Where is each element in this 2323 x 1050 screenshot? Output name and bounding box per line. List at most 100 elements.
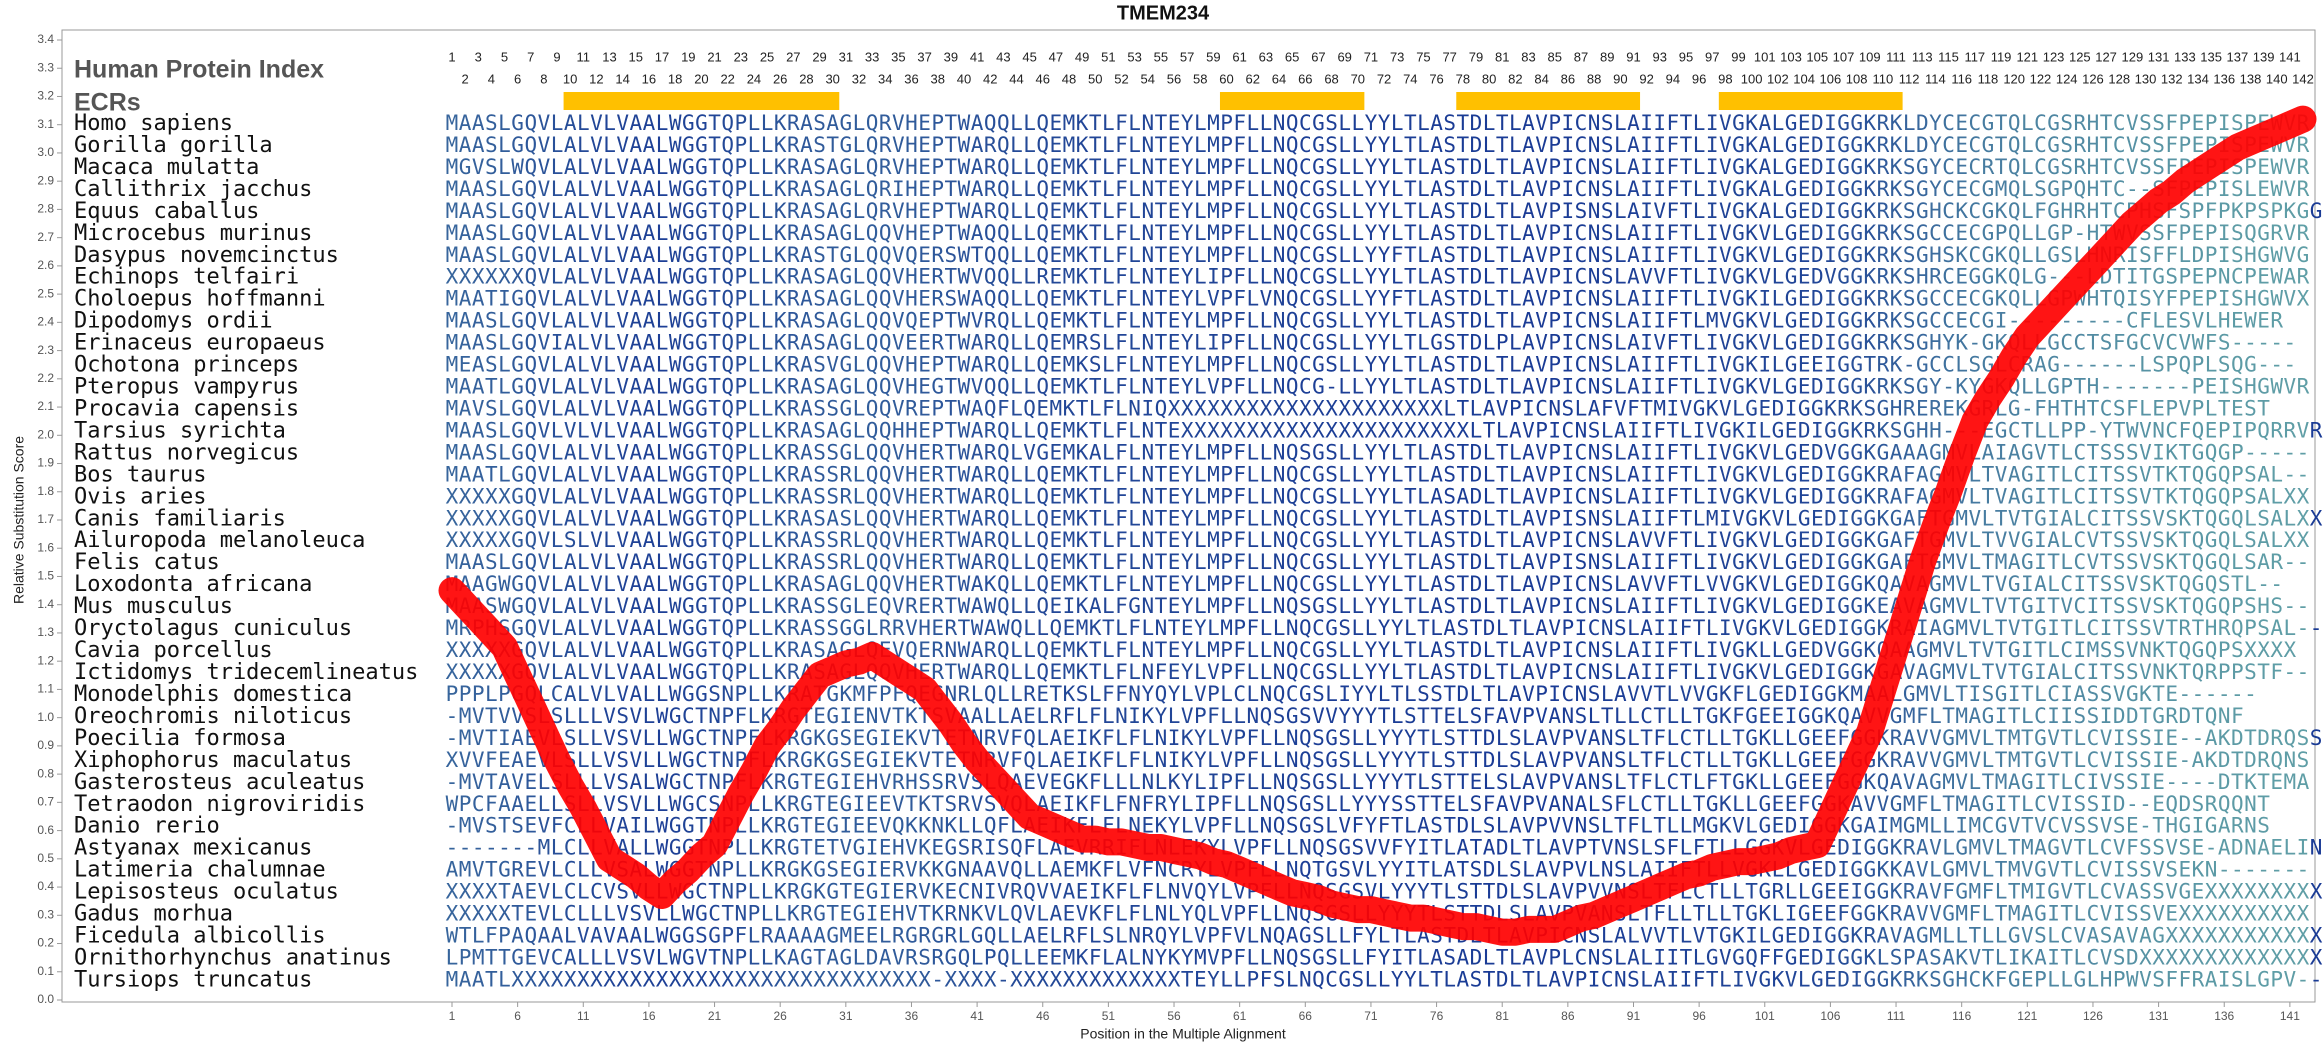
residue: V bbox=[1535, 506, 1548, 530]
residue: L bbox=[1010, 638, 1023, 662]
residue: Q bbox=[866, 309, 879, 333]
residue: R bbox=[984, 331, 997, 355]
residue: E bbox=[1811, 748, 1824, 772]
residue: S bbox=[1325, 177, 1338, 201]
residue: Q bbox=[984, 243, 997, 267]
residue: Q bbox=[997, 287, 1010, 311]
residue: A bbox=[826, 177, 839, 201]
residue: G bbox=[1719, 418, 1732, 442]
residue: G bbox=[1325, 726, 1338, 750]
residue: G bbox=[2205, 550, 2218, 574]
residue: T bbox=[2100, 660, 2113, 684]
residue: V bbox=[2139, 594, 2152, 618]
residue: V bbox=[459, 748, 472, 772]
residue: L bbox=[1102, 375, 1115, 399]
residue: Q bbox=[1286, 177, 1299, 201]
residue: A bbox=[800, 331, 813, 355]
residue: K bbox=[1863, 770, 1876, 794]
residue: A bbox=[472, 243, 485, 267]
residue: G bbox=[1890, 506, 1903, 530]
residue: X bbox=[1351, 396, 1364, 420]
residue: K bbox=[1076, 265, 1089, 289]
position-number: 25 bbox=[760, 49, 774, 64]
residue: L bbox=[853, 309, 866, 333]
residue: K bbox=[1863, 594, 1876, 618]
residue: Q bbox=[1036, 199, 1049, 223]
residue: D bbox=[1470, 660, 1483, 684]
residue: W bbox=[669, 133, 682, 157]
residue: T bbox=[1404, 572, 1417, 596]
residue: I bbox=[1640, 133, 1653, 157]
residue: G bbox=[1732, 177, 1745, 201]
residue: F bbox=[1391, 243, 1404, 267]
position-number: 41 bbox=[970, 49, 984, 64]
y-tick-label: 2.8 bbox=[37, 202, 54, 216]
residue: K bbox=[1850, 396, 1863, 420]
residue: T bbox=[1680, 462, 1693, 486]
residue: L bbox=[551, 528, 564, 552]
residue: Q bbox=[524, 506, 537, 530]
position-number: 101 bbox=[1754, 49, 1776, 64]
residue: V bbox=[1719, 484, 1732, 508]
residue: M bbox=[1063, 265, 1076, 289]
residue: R bbox=[787, 594, 800, 618]
residue: M bbox=[1063, 572, 1076, 596]
residue: I bbox=[1877, 814, 1890, 838]
residue: E bbox=[1772, 682, 1785, 706]
residue: G bbox=[1706, 814, 1719, 838]
residue: C bbox=[1640, 792, 1653, 816]
residue: T bbox=[2165, 572, 2178, 596]
residue: A bbox=[1588, 726, 1601, 750]
residue: S bbox=[2113, 484, 2126, 508]
residue: Q bbox=[721, 550, 734, 574]
residue: W bbox=[511, 155, 524, 179]
residue: M bbox=[459, 704, 472, 728]
residue: Q bbox=[2008, 177, 2021, 201]
residue: G bbox=[1850, 550, 1863, 574]
residue: - bbox=[2297, 616, 2310, 640]
residue: P bbox=[734, 616, 747, 640]
residue: V bbox=[1758, 660, 1771, 684]
residue: R bbox=[2218, 616, 2231, 640]
residue: N bbox=[1155, 616, 1168, 640]
residue: S bbox=[2257, 616, 2270, 640]
residue: L bbox=[1772, 133, 1785, 157]
residue: R bbox=[931, 550, 944, 574]
residue: C bbox=[2034, 111, 2047, 135]
residue: Q bbox=[2165, 792, 2178, 816]
residue: Q bbox=[997, 221, 1010, 245]
residue: V bbox=[905, 616, 918, 640]
residue: R bbox=[1877, 331, 1890, 355]
residue: T bbox=[813, 792, 826, 816]
residue: E bbox=[813, 704, 826, 728]
residue: Y bbox=[1378, 770, 1391, 794]
residue: X bbox=[1207, 396, 1220, 420]
residue: T bbox=[945, 331, 958, 355]
residue: K bbox=[1890, 331, 1903, 355]
residue: S bbox=[813, 418, 826, 442]
residue: D bbox=[1811, 199, 1824, 223]
residue: A bbox=[2047, 660, 2060, 684]
residue: T bbox=[1680, 287, 1693, 311]
residue: L bbox=[1667, 814, 1680, 838]
residue: L bbox=[1194, 309, 1207, 333]
residue: P bbox=[931, 133, 944, 157]
residue: X bbox=[1207, 418, 1220, 442]
residue: T bbox=[708, 133, 721, 157]
residue: E bbox=[1036, 396, 1049, 420]
residue: G bbox=[695, 243, 708, 267]
residue: M bbox=[446, 440, 459, 464]
residue: Q bbox=[2074, 177, 2087, 201]
residue: E bbox=[1955, 177, 1968, 201]
residue: R bbox=[984, 133, 997, 157]
residue: Q bbox=[2205, 638, 2218, 662]
residue: H bbox=[905, 770, 918, 794]
residue: G bbox=[866, 748, 879, 772]
y-tick-label: 0.5 bbox=[37, 851, 54, 865]
residue: E bbox=[1811, 616, 1824, 640]
residue: D bbox=[1470, 331, 1483, 355]
residue: D bbox=[2192, 243, 2205, 267]
residue: A bbox=[2034, 572, 2047, 596]
residue: W bbox=[498, 594, 511, 618]
residue: L bbox=[1758, 638, 1771, 662]
